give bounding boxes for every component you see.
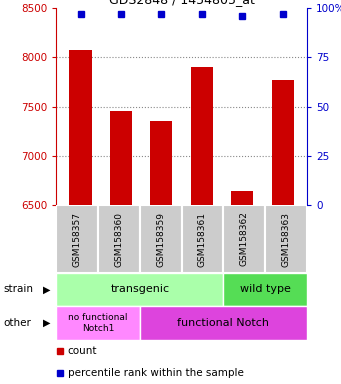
Text: GSM158363: GSM158363 (282, 212, 291, 266)
Text: GSM158360: GSM158360 (115, 212, 123, 266)
Bar (150, 121, 173, 384)
Bar (191, 67, 213, 384)
Bar (182, 205, 223, 273)
Text: GSM158361: GSM158361 (198, 212, 207, 266)
Bar (56, 306, 140, 340)
Text: other: other (3, 318, 31, 328)
Bar (223, 273, 307, 306)
Bar (56, 205, 98, 273)
Bar (140, 205, 182, 273)
Text: GSM158357: GSM158357 (73, 212, 81, 266)
Bar (223, 205, 265, 273)
Text: percentile rank within the sample: percentile rank within the sample (68, 368, 243, 378)
Text: GSM158359: GSM158359 (156, 212, 165, 266)
Text: ▶: ▶ (43, 285, 50, 295)
Bar (231, 190, 253, 384)
Bar (98, 205, 140, 273)
Text: transgenic: transgenic (110, 285, 169, 295)
Text: no functional
Notch1: no functional Notch1 (68, 313, 128, 333)
Bar (70, 50, 92, 384)
Text: functional Notch: functional Notch (177, 318, 269, 328)
Text: GSM158362: GSM158362 (240, 212, 249, 266)
Text: ▶: ▶ (43, 318, 50, 328)
Text: wild type: wild type (240, 285, 291, 295)
Text: strain: strain (3, 285, 33, 295)
Bar (110, 111, 132, 384)
Title: GDS2848 / 1454805_at: GDS2848 / 1454805_at (109, 0, 254, 7)
Bar (265, 205, 307, 273)
Bar (271, 80, 294, 384)
Bar (56, 273, 223, 306)
Bar (140, 306, 307, 340)
Text: count: count (68, 346, 97, 356)
